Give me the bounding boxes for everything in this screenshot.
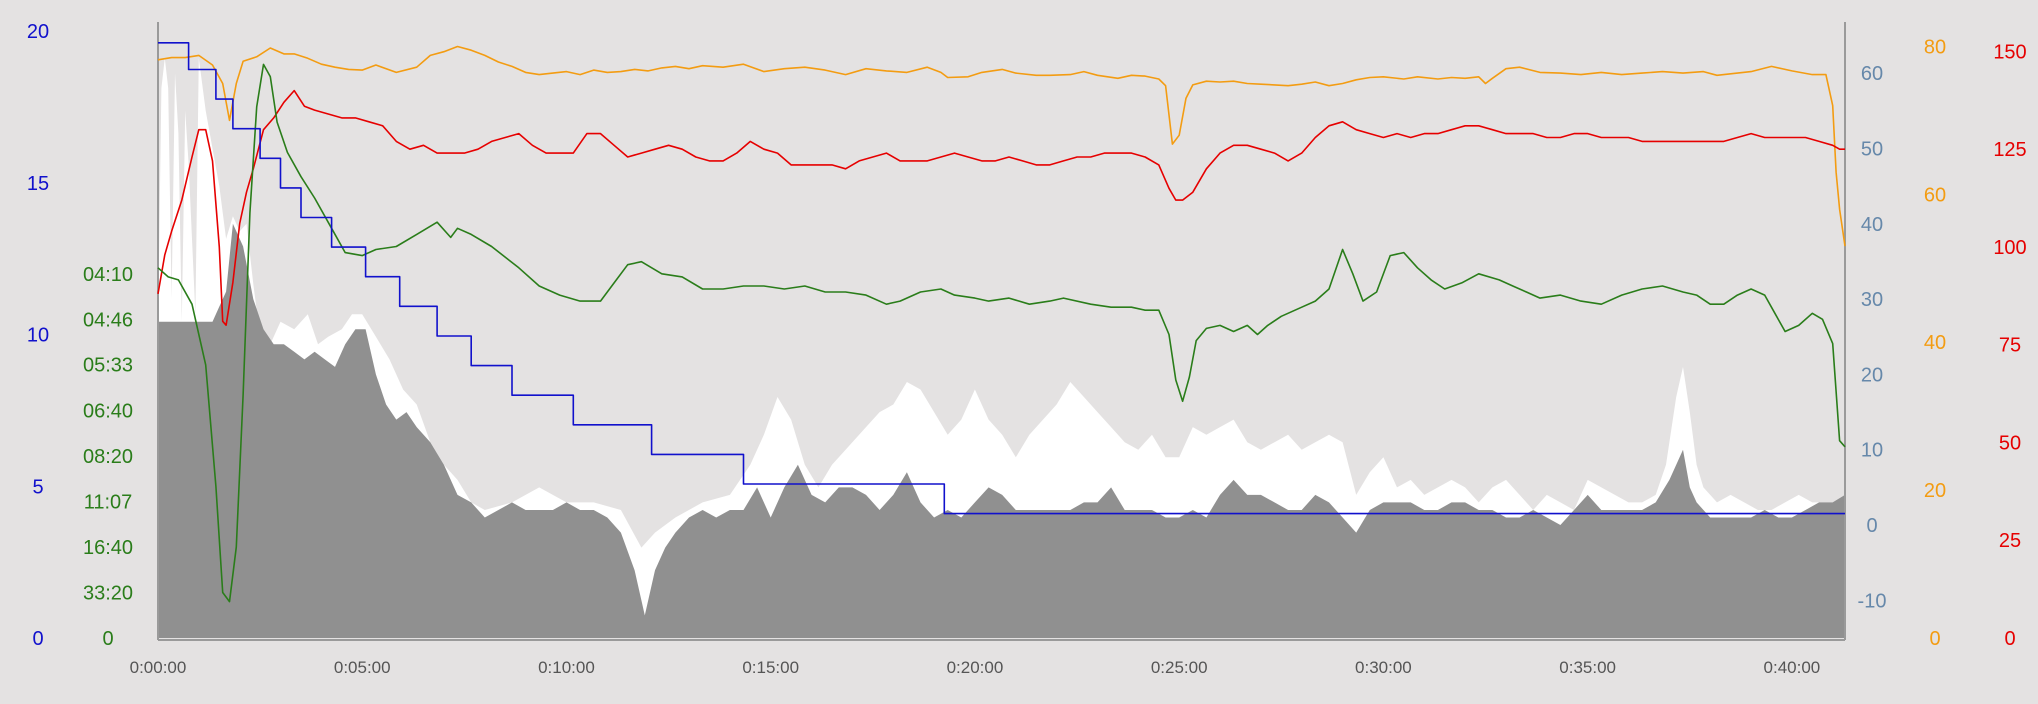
blue-axis-tick-label: 20 — [27, 21, 49, 43]
blue-axis-tick-label: 5 — [32, 476, 43, 498]
blue-step-series — [158, 41, 1845, 515]
steel-axis-tick-label: 20 — [1861, 364, 1883, 386]
steel-axis-tick-label: 40 — [1861, 214, 1883, 236]
red-axis-tick-label: 25 — [1999, 530, 2021, 552]
steel-axis-tick-label: 60 — [1861, 63, 1883, 85]
x-tick-label: 0:00:00 — [130, 658, 187, 677]
green-axis-tick-label: 0 — [102, 628, 113, 650]
orange-line-series — [157, 45, 1846, 247]
green-pace-series — [157, 63, 1846, 603]
steel-axis-tick-label: 30 — [1861, 289, 1883, 311]
green-axis-tick-label: 04:46 — [83, 310, 133, 332]
orange-axis-tick-label: 60 — [1924, 184, 1946, 206]
steel-axis-tick-label: 50 — [1861, 138, 1883, 160]
blue-axis-tick-label: 10 — [27, 325, 49, 347]
red-line-series — [157, 89, 1845, 327]
x-tick-label: 0:10:00 — [538, 658, 595, 677]
tick-labels-layer: 0:00:00 0:05:00 0:10:00 0:15:00 0:20:00 0:25:… — [27, 21, 2027, 677]
green-axis-tick-label: 05:33 — [83, 355, 133, 377]
x-tick-label: 0:30:00 — [1355, 658, 1412, 677]
speed-area-layer — [158, 58, 1845, 639]
orange-axis-tick-label: 40 — [1924, 332, 1946, 354]
green-axis-tick-label: 06:40 — [83, 400, 133, 422]
red-axis-tick-label: 0 — [2004, 628, 2015, 650]
axes-layer — [157, 22, 1846, 641]
steel-axis-tick-label: 10 — [1861, 440, 1883, 462]
orange-axis-tick-label: 0 — [1929, 628, 1940, 650]
steel-axis-tick-label: 0 — [1866, 515, 1877, 537]
x-tick-label: 0:05:00 — [334, 658, 391, 677]
series-lines-layer — [157, 41, 1846, 603]
green-axis-tick-label: 11:07 — [84, 492, 133, 514]
red-axis-tick-label: 125 — [1993, 139, 2026, 161]
blue-axis-tick-label: 15 — [27, 173, 49, 195]
x-tick-label: 0:20:00 — [947, 658, 1004, 677]
green-axis-tick-label: 16:40 — [83, 537, 133, 559]
steel-axis-tick-label: -10 — [1858, 590, 1887, 612]
orange-axis-tick-label: 80 — [1924, 36, 1946, 58]
red-axis-tick-label: 100 — [1993, 237, 2026, 259]
x-tick-label: 0:25:00 — [1151, 658, 1208, 677]
x-tick-label: 0:40:00 — [1764, 658, 1821, 677]
green-axis-tick-label: 04:10 — [83, 264, 133, 286]
green-axis-tick-label: 08:20 — [83, 446, 133, 468]
speed-area — [158, 223, 1845, 639]
red-axis-tick-label: 50 — [1999, 432, 2021, 454]
red-axis-tick-label: 75 — [1999, 335, 2021, 357]
blue-axis-tick-label: 0 — [32, 628, 43, 650]
x-tick-label: 0:35:00 — [1559, 658, 1616, 677]
x-tick-label: 0:15:00 — [742, 658, 799, 677]
red-axis-tick-label: 150 — [1993, 41, 2026, 63]
orange-axis-tick-label: 20 — [1924, 480, 1946, 502]
green-axis-tick-label: 33:20 — [83, 582, 133, 604]
